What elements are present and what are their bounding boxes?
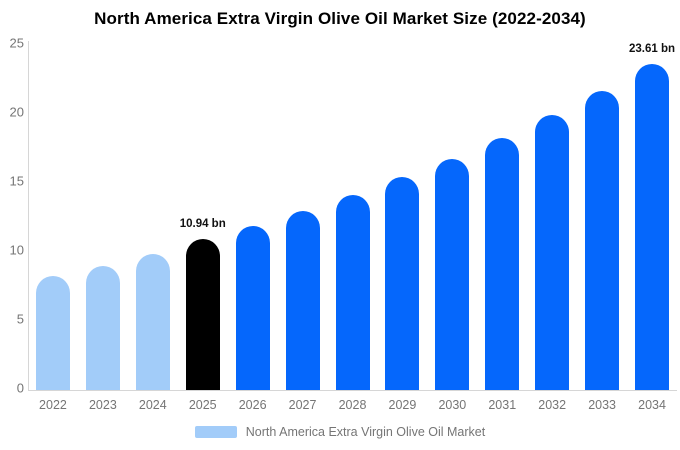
value-label-2025: 10.94 bn [179, 218, 226, 231]
x-tick-label-2023: 2023 [88, 398, 117, 412]
x-tick-label-2026: 2026 [238, 398, 267, 412]
x-axis-line [28, 390, 677, 391]
bar-2025 [185, 239, 220, 390]
y-tick-label-15: 15 [9, 173, 24, 189]
x-tick-label-2033: 2033 [588, 398, 617, 412]
bar-2026 [235, 225, 270, 390]
bar-2023 [85, 265, 120, 390]
legend-label: North America Extra Virgin Olive Oil Mar… [245, 425, 486, 439]
y-tick-label-5: 5 [16, 311, 24, 327]
x-tick-label-2031: 2031 [488, 398, 517, 412]
x-tick-label-2029: 2029 [388, 398, 417, 412]
value-label-2034: 23.61 bn [629, 43, 676, 56]
y-axis-line [28, 41, 29, 390]
x-tick-label-2024: 2024 [138, 398, 167, 412]
x-tick-label-2034: 2034 [638, 398, 666, 412]
x-tick-label-2027: 2027 [288, 398, 317, 412]
x-tick-label-2022: 2022 [39, 398, 67, 412]
y-tick-label-20: 20 [9, 104, 24, 120]
bar-2028 [335, 194, 370, 390]
bar-2034 [635, 64, 670, 390]
bar-2033 [585, 90, 620, 390]
chart-title: North America Extra Virgin Olive Oil Mar… [94, 9, 586, 28]
y-tick-label-0: 0 [16, 380, 24, 396]
x-tick-label-2028: 2028 [338, 398, 367, 412]
bar-2022 [35, 275, 70, 390]
x-tick-label-2025: 2025 [188, 398, 217, 412]
bar-2031 [485, 137, 520, 390]
bar-2029 [385, 177, 420, 390]
bar-2030 [435, 158, 470, 390]
y-tick-label-25: 25 [9, 35, 24, 51]
x-tick-label-2032: 2032 [538, 398, 567, 412]
y-tick-label-10: 10 [9, 242, 24, 258]
bar-2027 [285, 210, 320, 390]
bar-2032 [535, 115, 570, 390]
legend: North America Extra Virgin Olive Oil Mar… [0, 426, 680, 439]
bar-2024 [135, 253, 170, 390]
legend-swatch [194, 426, 237, 439]
x-tick-label-2030: 2030 [438, 398, 467, 412]
